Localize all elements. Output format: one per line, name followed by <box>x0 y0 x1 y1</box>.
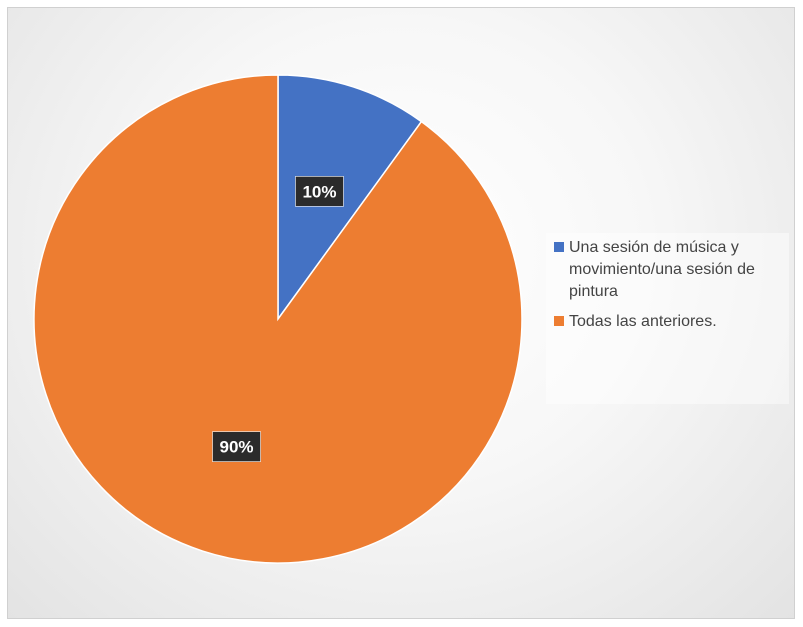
legend-swatch-0 <box>554 242 564 252</box>
legend-label-0: Una sesión de música y movimiento/una se… <box>569 239 755 300</box>
data-label-box-1 <box>212 431 261 462</box>
data-label-0: 10% <box>295 176 344 207</box>
pie-slice-1 <box>33 74 523 564</box>
pie-slice-0 <box>277 74 423 322</box>
legend-label-1: Todas las anteriores. <box>569 313 717 330</box>
chart-area: 10% 90% Una sesión de música y movimiento… <box>7 7 795 619</box>
legend-swatch-1 <box>554 316 564 326</box>
legend-item: Una sesión de música y movimiento/una se… <box>554 237 781 303</box>
data-label-text-0: 10% <box>302 182 336 201</box>
legend: Una sesión de música y movimiento/una se… <box>546 233 789 404</box>
pie-chart: 10% 90% <box>33 74 523 564</box>
data-label-text-1: 90% <box>220 438 254 457</box>
data-label-box-0 <box>295 176 344 207</box>
data-label-1: 90% <box>212 431 261 462</box>
legend-item: Todas las anteriores. <box>554 311 781 333</box>
